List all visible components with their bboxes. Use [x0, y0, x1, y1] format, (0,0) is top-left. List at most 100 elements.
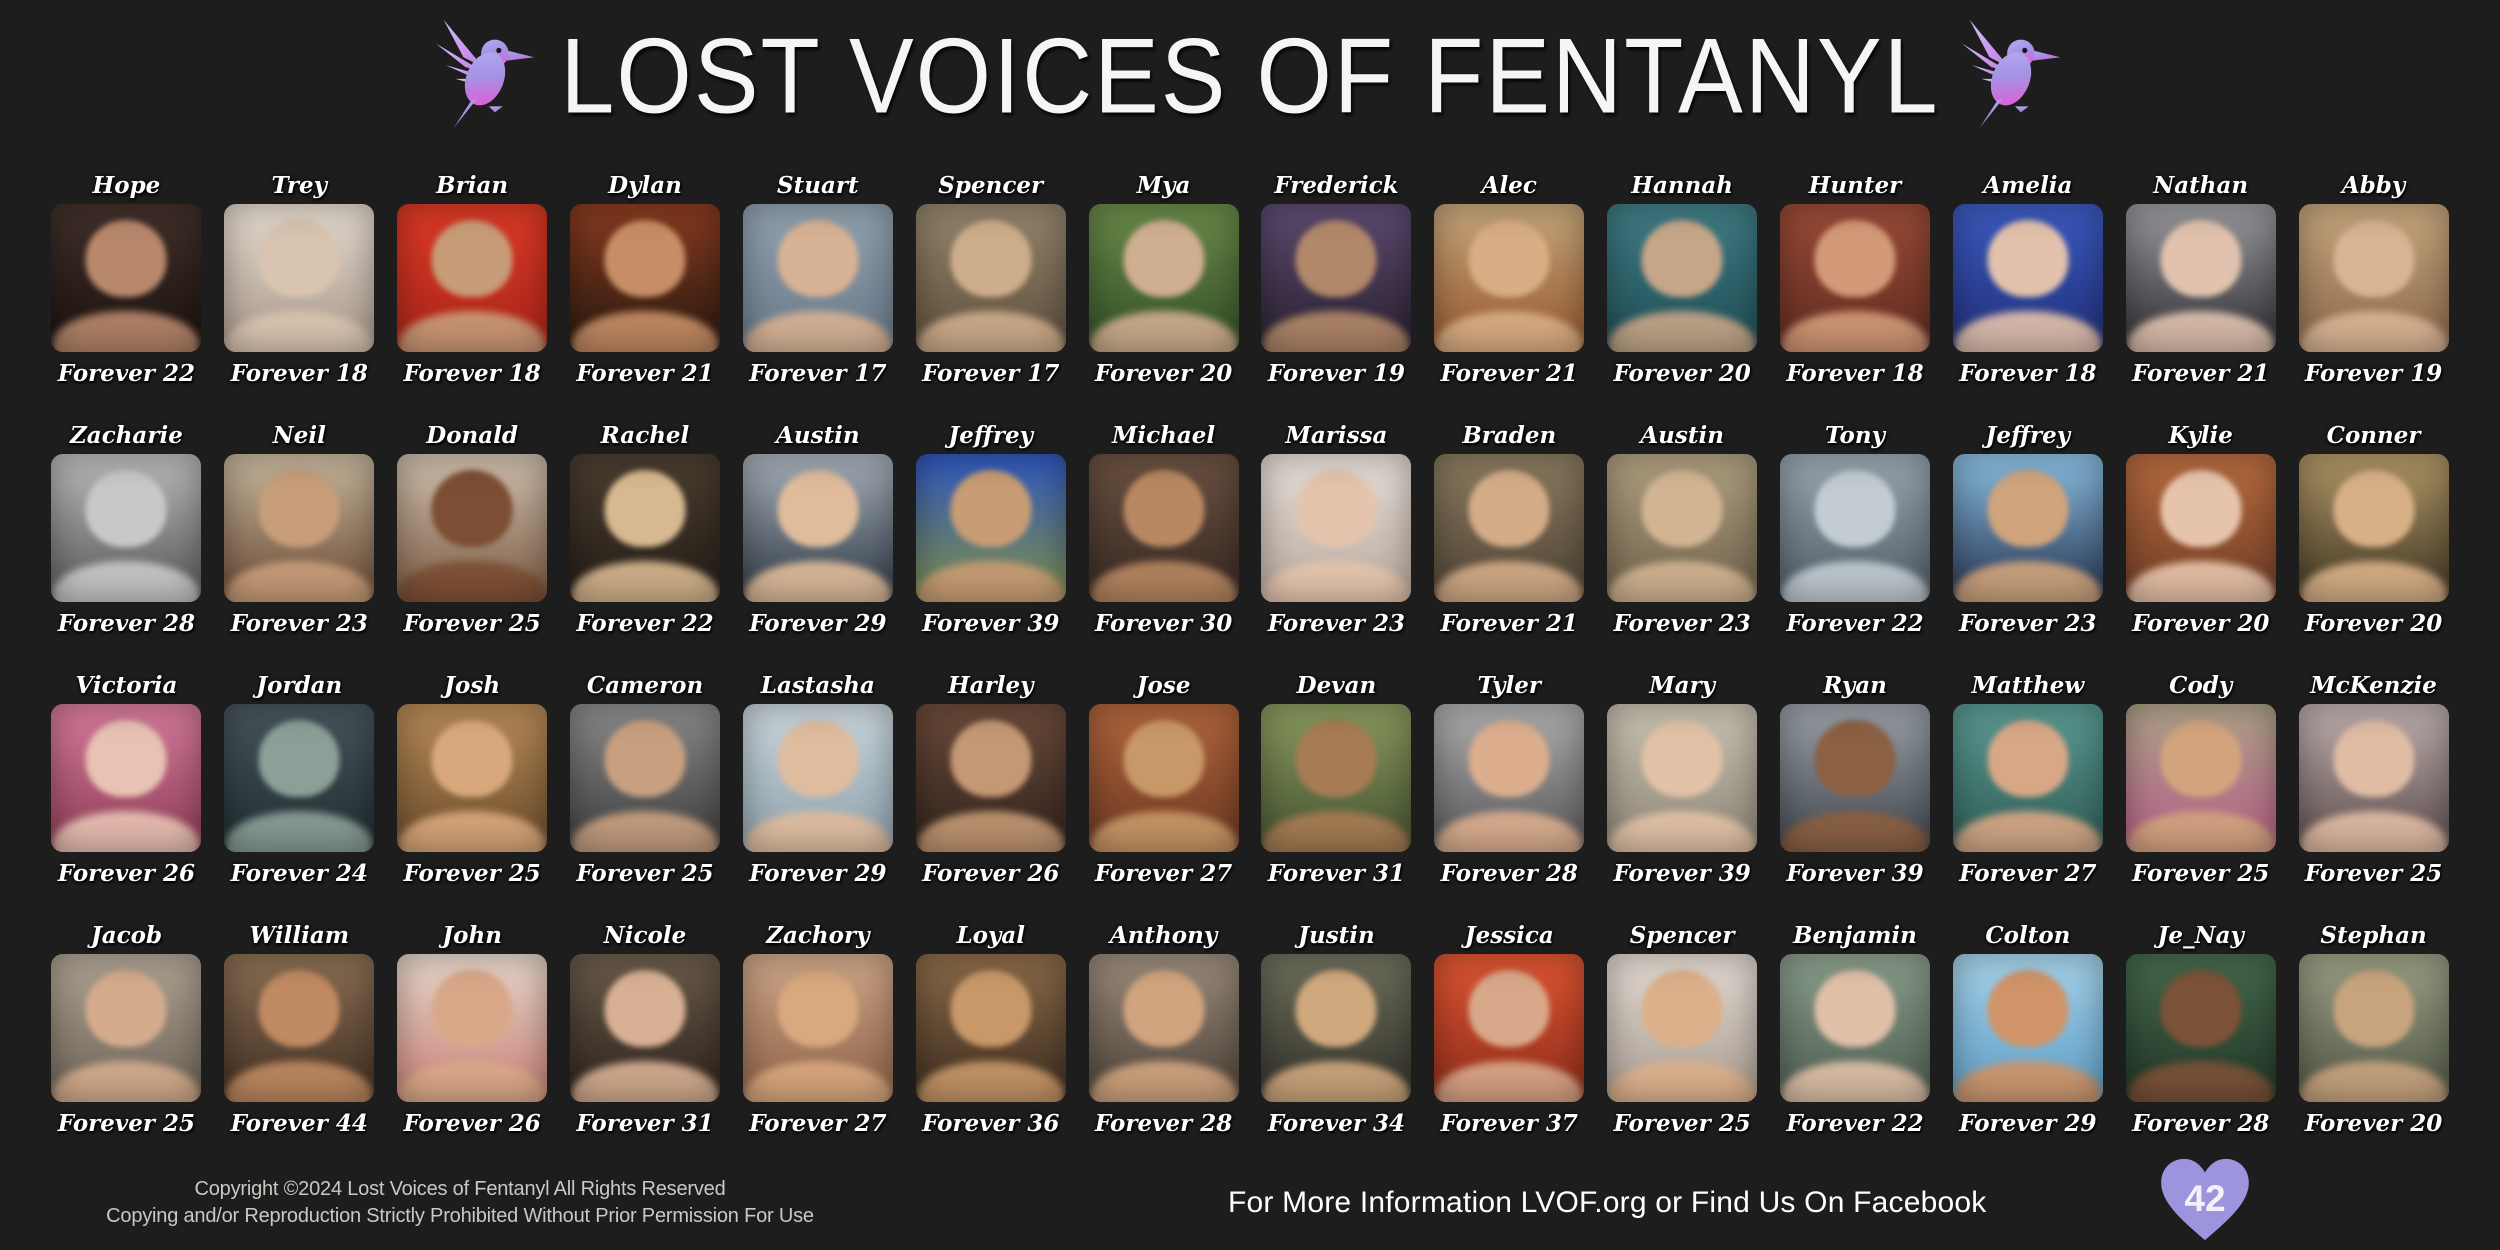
portrait-photo: [224, 204, 375, 352]
person-name: Lastasha: [760, 671, 875, 699]
memorial-card: Abby Forever 19: [2287, 168, 2460, 390]
portrait-photo: [2298, 704, 2449, 852]
shoulders-silhouette: [1781, 1060, 1929, 1102]
shoulders-silhouette: [1090, 810, 1238, 852]
memorial-card: Mary Forever 39: [1596, 668, 1769, 890]
portrait-photo: [1434, 204, 1585, 352]
portrait-photo: [397, 954, 548, 1102]
memorial-card: Austin Forever 23: [1596, 418, 1769, 640]
portrait-photo: [2298, 454, 2449, 602]
face-silhouette: [2160, 220, 2242, 298]
memorial-card: Trey Forever 18: [213, 168, 386, 390]
shoulders-silhouette: [398, 310, 546, 352]
forever-age: Forever 19: [2304, 360, 2443, 387]
heart-count-label: 42: [2184, 1178, 2226, 1219]
shoulders-silhouette: [398, 810, 546, 852]
shoulders-silhouette: [744, 1060, 892, 1102]
face-silhouette: [1987, 470, 2069, 548]
face-silhouette: [777, 470, 859, 548]
memorial-card: Loyal Forever 36: [904, 918, 1077, 1140]
forever-age: Forever 21: [2132, 360, 2270, 387]
person-name: Neil: [272, 421, 326, 449]
memorial-card: Braden Forever 21: [1423, 418, 1596, 640]
face-silhouette: [2333, 720, 2415, 798]
heart-icon: [2161, 1158, 2249, 1241]
person-name: Jeffrey: [948, 421, 1034, 449]
portrait-photo: [742, 704, 893, 852]
memorial-card: Jeffrey Forever 23: [1941, 418, 2114, 640]
portrait-photo: [51, 954, 202, 1102]
portrait-photo: [742, 954, 893, 1102]
shoulders-silhouette: [1954, 310, 2102, 352]
shoulders-silhouette: [398, 1060, 546, 1102]
forever-age: Forever 25: [403, 860, 541, 887]
memorial-card: McKenzie Forever 25: [2287, 668, 2460, 890]
face-silhouette: [258, 220, 340, 298]
person-name: Tyler: [1477, 671, 1541, 699]
heart-counter: 42: [2158, 1158, 2252, 1242]
memorial-card: Amelia Forever 18: [1941, 168, 2114, 390]
face-silhouette: [2333, 470, 2415, 548]
memorial-card: Rachel Forever 22: [559, 418, 732, 640]
forever-age: Forever 20: [1094, 360, 1233, 387]
forever-age: Forever 39: [1613, 860, 1751, 887]
shoulders-silhouette: [2300, 810, 2448, 852]
portrait-photo: [224, 954, 375, 1102]
person-name: Stephan: [2320, 921, 2427, 949]
forever-age: Forever 28: [1094, 1110, 1233, 1137]
memorial-card: Zacharie Forever 28: [40, 418, 213, 640]
memorial-card: Cameron Forever 25: [559, 668, 732, 890]
forever-age: Forever 22: [576, 610, 714, 637]
forever-age: Forever 21: [1440, 360, 1578, 387]
face-silhouette: [1123, 970, 1205, 1048]
person-name: Conner: [2326, 421, 2421, 449]
portrait-photo: [915, 954, 1066, 1102]
copyright-line-1: Copyright ©2024 Lost Voices of Fentanyl …: [194, 1178, 726, 1200]
memorial-card: Michael Forever 30: [1077, 418, 1250, 640]
memorial-card: Austin Forever 29: [731, 418, 904, 640]
face-silhouette: [1814, 220, 1896, 298]
shoulders-silhouette: [2127, 1060, 2275, 1102]
memorial-card: Conner Forever 20: [2287, 418, 2460, 640]
shoulders-silhouette: [571, 810, 719, 852]
shoulders-silhouette: [2300, 560, 2448, 602]
forever-age: Forever 25: [576, 860, 714, 887]
person-name: Austin: [1640, 421, 1724, 449]
face-silhouette: [604, 970, 686, 1048]
shoulders-silhouette: [571, 1060, 719, 1102]
shoulders-silhouette: [2300, 1060, 2448, 1102]
forever-age: Forever 23: [1959, 610, 2097, 637]
person-name: Brian: [436, 171, 509, 199]
portrait-photo: [2125, 204, 2276, 352]
forever-age: Forever 26: [922, 860, 1060, 887]
portrait-photo: [1952, 454, 2103, 602]
face-silhouette: [1123, 720, 1205, 798]
memorial-grid: Hope Forever 22 Trey Forever 18 Brian Fo…: [0, 152, 2500, 1140]
shoulders-silhouette: [1435, 560, 1583, 602]
forever-age: Forever 23: [1613, 610, 1751, 637]
shoulders-silhouette: [1954, 810, 2102, 852]
shoulders-silhouette: [571, 310, 719, 352]
person-name: Spencer: [938, 171, 1044, 199]
memorial-card: Marissa Forever 23: [1250, 418, 1423, 640]
memorial-card: Jordan Forever 24: [213, 668, 386, 890]
person-name: Dylan: [608, 171, 682, 199]
shoulders-silhouette: [1262, 310, 1410, 352]
forever-age: Forever 25: [2132, 860, 2270, 887]
person-name: Colton: [1985, 921, 2071, 949]
portrait-photo: [51, 454, 202, 602]
forever-age: Forever 39: [922, 610, 1060, 637]
person-name: Ryan: [1823, 671, 1887, 699]
forever-age: Forever 18: [1786, 360, 1924, 387]
memorial-card: Nicole Forever 31: [559, 918, 732, 1140]
person-name: Hope: [92, 171, 161, 199]
portrait-photo: [569, 704, 720, 852]
portrait-photo: [2125, 954, 2276, 1102]
shoulders-silhouette: [2127, 810, 2275, 852]
face-silhouette: [1295, 220, 1377, 298]
forever-age: Forever 20: [2304, 1110, 2443, 1137]
shoulders-silhouette: [398, 560, 546, 602]
shoulders-silhouette: [917, 1060, 1065, 1102]
person-name: Trey: [271, 171, 328, 199]
forever-age: Forever 34: [1267, 1110, 1406, 1137]
